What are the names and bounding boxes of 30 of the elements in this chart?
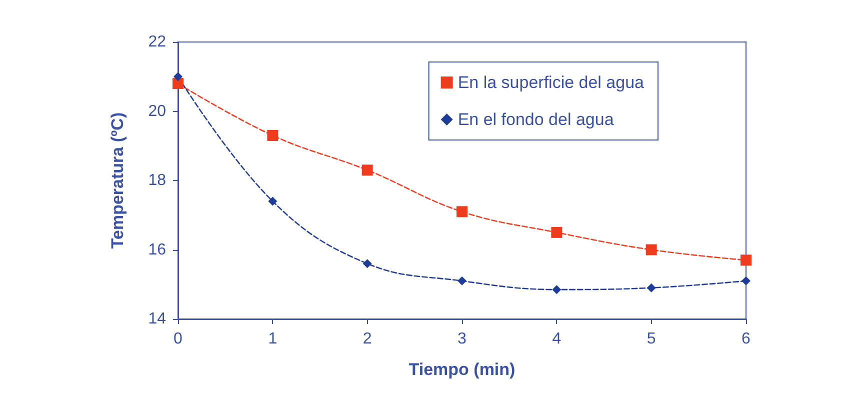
point [552,285,562,294]
y-tick-label: 22 [148,34,166,50]
point [551,226,562,238]
x-tick-label: 4 [552,330,562,348]
point [646,244,657,256]
y-axis-title: Temperatura (ºC) [108,112,127,249]
y-tick-label: 14 [148,310,166,328]
point [172,78,184,90]
y-tick-label: 16 [148,241,166,258]
y-tick-label: 18 [148,172,166,189]
x-axis-title: Tiempo (min) [408,360,516,379]
legend-label: En el fondo del agua [458,110,614,129]
x-tick-label: 0 [174,330,183,348]
x-tick-label: 2 [362,330,372,348]
point [646,283,656,292]
x-tick-label: 3 [458,330,467,348]
point [267,130,278,141]
x-tick-label: 1 [268,330,278,348]
y-tick-label: 20 [148,102,166,120]
x-tick-label: 5 [646,330,656,348]
point [458,276,466,286]
point [362,259,372,268]
point [742,276,750,286]
legend-label: En la superficie del agua [458,73,645,92]
point [268,196,278,206]
x-tick-label: 6 [742,330,751,348]
point [362,164,373,176]
point [740,254,752,266]
point [174,72,182,82]
point [456,206,468,218]
